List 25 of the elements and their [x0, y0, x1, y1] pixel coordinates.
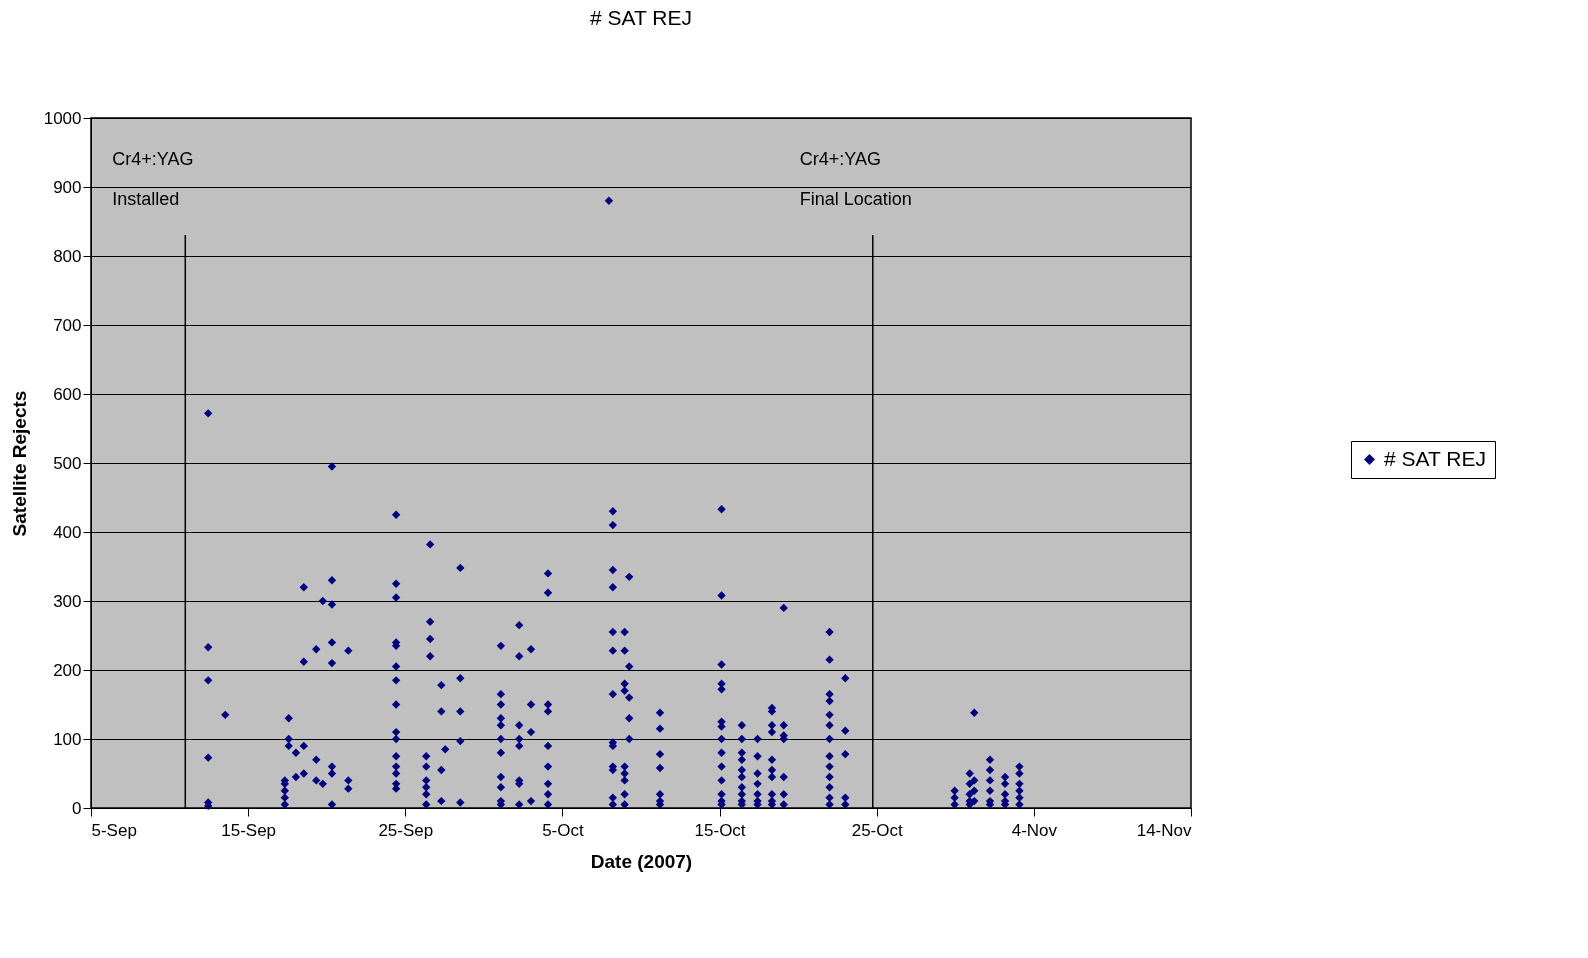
x-tick-label: 5-Sep — [91, 820, 137, 840]
y-tick-label: 200 — [53, 660, 82, 680]
y-tick-label: 800 — [53, 246, 82, 266]
y-tick-label: 900 — [53, 177, 82, 197]
y-tick-label: 700 — [53, 315, 82, 335]
x-tick-label: 4-Nov — [1011, 820, 1058, 840]
x-tick-label: 15-Oct — [694, 820, 746, 840]
x-axis-title: Date (2007) — [590, 850, 693, 872]
chart-title: # SAT REJ — [590, 6, 692, 29]
x-tick-label: 14-Nov — [1136, 820, 1192, 840]
y-tick-label: 600 — [53, 384, 82, 404]
y-tick-label: 1000 — [43, 108, 82, 128]
ref-line-label: Cr4+:YAG Installed — [112, 149, 194, 209]
y-tick-label: 500 — [53, 453, 82, 473]
y-tick-label: 400 — [53, 522, 82, 542]
legend-label: # SAT REJ — [1384, 446, 1486, 470]
ref-line-label: Cr4+:YAG Final Location — [799, 149, 912, 209]
x-tick-label: 25-Sep — [378, 820, 434, 840]
y-tick-label: 100 — [53, 729, 82, 749]
x-tick-label: 15-Sep — [221, 820, 277, 840]
y-axis-title: Satellite Rejects — [8, 390, 30, 537]
y-tick-label: 0 — [72, 798, 82, 818]
y-tick-label: 300 — [53, 591, 82, 611]
x-tick-label: 5-Oct — [542, 820, 584, 840]
x-tick-label: 25-Oct — [851, 820, 903, 840]
